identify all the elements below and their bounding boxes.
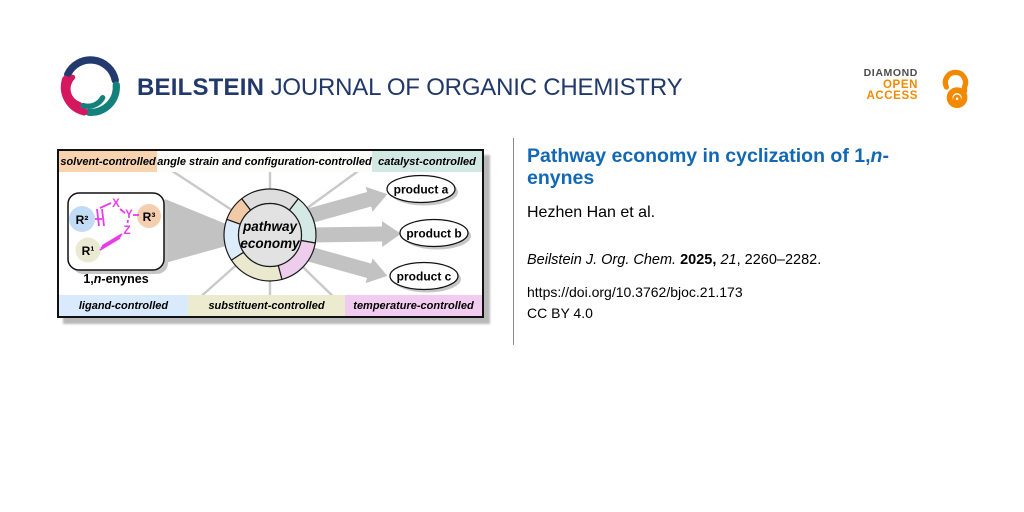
- beilstein-logo: [60, 56, 120, 116]
- open-label: OPEN: [883, 78, 918, 91]
- license-label: CC BY 4.0: [527, 305, 593, 321]
- product-a-label: product a: [394, 183, 449, 197]
- arrow-to-product-b: [310, 221, 401, 248]
- r3-circle: [137, 204, 161, 228]
- logo-arc-crimson-inner: [65, 74, 83, 108]
- enyne-bonds: [95, 202, 139, 251]
- arrow-to-product-c: [299, 244, 388, 284]
- substrate-box: R² R³ R¹ X Y Z 1,n-enynes: [67, 192, 168, 286]
- journal-name-bold: BEILSTEIN: [137, 74, 265, 101]
- product-b-node: product b: [399, 218, 471, 250]
- band-catalyst-controlled: catalyst-controlled: [372, 151, 482, 172]
- logo-arc-teal: [85, 81, 120, 116]
- product-a-node: product a: [386, 174, 458, 206]
- atom-x-label: X: [112, 198, 120, 210]
- r2-circle: [69, 206, 95, 232]
- logo-arc-crimson: [60, 75, 88, 116]
- atom-y-label: Y: [125, 209, 133, 221]
- arrow-to-product-a: [299, 186, 388, 226]
- band-solvent-controlled: solvent-controlled: [59, 151, 157, 172]
- product-arrows: [299, 186, 401, 284]
- r1-circle: [75, 237, 101, 263]
- substrate-caption: 1,n-enynes: [83, 272, 148, 286]
- product-c-label: product c: [397, 270, 452, 284]
- doi-link[interactable]: https://doi.org/10.3762/bjoc.21.173: [527, 284, 743, 300]
- journal-name: BEILSTEIN JOURNAL OF ORGANIC CHEMISTRY: [137, 74, 683, 102]
- top-band-row: solvent-controlled angle strain and conf…: [59, 151, 482, 172]
- hub-label-line2: economy: [240, 236, 301, 251]
- substrate-to-hub-wedge: [165, 199, 226, 263]
- article-citation: Beilstein J. Org. Chem. 2025, 21, 2260–2…: [527, 252, 822, 268]
- article-title: Pathway economy in cyclization of 1,n-en…: [527, 145, 889, 189]
- pathway-diagram: pathway economy product a product b prod…: [67, 159, 471, 309]
- r1-label: R¹: [82, 244, 95, 258]
- band-ligand-controlled: ligand-controlled: [59, 295, 188, 316]
- diamond-open-access-badge: DIAMOND OPEN ACCESS: [860, 62, 980, 114]
- diamond-label: DIAMOND: [863, 67, 918, 79]
- band-temperature-controlled: temperature-controlled: [345, 295, 482, 316]
- pathway-economy-ring: [223, 188, 317, 282]
- journal-name-rest: JOURNAL OF ORGANIC CHEMISTRY: [264, 74, 683, 101]
- logo-arc-teal-inner: [80, 95, 106, 109]
- logo-arc-navy: [64, 56, 119, 84]
- r2-label: R²: [76, 213, 89, 227]
- vertical-divider: [513, 138, 514, 345]
- article-authors: Hezhen Han et al.: [527, 204, 656, 221]
- graphical-abstract: pathway economy product a product b prod…: [57, 149, 484, 318]
- hub-circle: [237, 202, 303, 268]
- open-access-lock-icon: [942, 69, 969, 108]
- band-angle-strain-controlled: angle strain and configuration-controlle…: [157, 151, 372, 172]
- band-substituent-controlled: substituent-controlled: [188, 295, 345, 316]
- atom-z-label: Z: [123, 225, 130, 237]
- product-c-node: product c: [389, 261, 461, 293]
- bottom-band-row: ligand-controlled substituent-controlled…: [59, 295, 482, 316]
- product-b-label: product b: [406, 227, 461, 241]
- access-label: ACCESS: [866, 90, 918, 102]
- r3-label: R³: [143, 210, 156, 224]
- hub-label-line1: pathway: [242, 219, 299, 234]
- open-access-label: DIAMOND OPEN ACCESS: [863, 67, 918, 103]
